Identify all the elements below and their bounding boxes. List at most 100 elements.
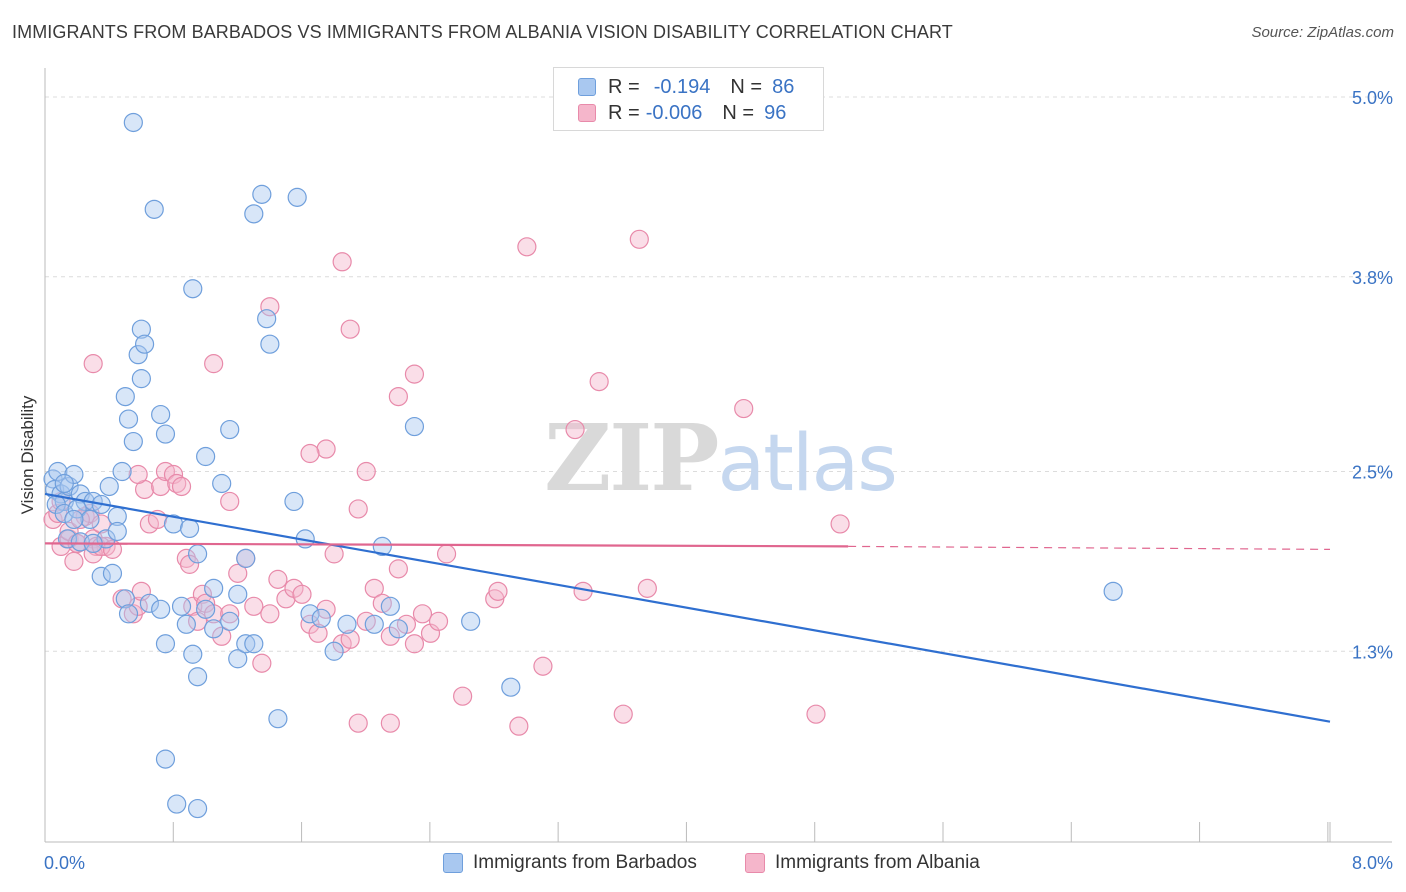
- albania-point: [51, 536, 71, 557]
- albania-point: [176, 548, 196, 568]
- albania-point: [453, 686, 473, 706]
- albania-point: [260, 604, 280, 624]
- albania-point: [252, 653, 272, 673]
- chart-title: IMMIGRANTS FROM BARBADOS VS IMMIGRANTS F…: [12, 22, 953, 42]
- barbados-point: [167, 794, 187, 814]
- albania-point: [340, 629, 360, 649]
- albania-point: [380, 626, 400, 646]
- albania-point: [340, 319, 360, 339]
- barbados-point: [155, 749, 176, 769]
- barbados-point: [380, 596, 400, 616]
- trend-lines: [44, 492, 1331, 723]
- barbados-point: [364, 614, 384, 634]
- albania-point: [316, 439, 336, 459]
- albania-point: [436, 544, 457, 564]
- albania-point: [404, 634, 425, 654]
- barbados-point: [64, 509, 84, 530]
- grid-lines: [45, 96, 1392, 652]
- barbados-point: [236, 634, 256, 654]
- barbados-point: [102, 563, 123, 583]
- albania-point: [91, 514, 111, 534]
- albania-point: [404, 364, 425, 384]
- r-value-barbados: -0.194: [653, 75, 711, 98]
- albania-point: [488, 581, 508, 601]
- x-tick-label: 0.0%: [44, 853, 85, 873]
- albania-legend-swatch: [745, 853, 765, 873]
- albania-point: [509, 716, 529, 736]
- barbados-legend-swatch: [443, 853, 463, 873]
- y-tick-label: 5.0%: [1352, 88, 1393, 108]
- axes: [44, 68, 1392, 843]
- barbados-point: [131, 319, 151, 339]
- albania-points: [43, 229, 850, 736]
- barbados-point: [324, 641, 344, 661]
- albania-trend-line: [44, 542, 849, 548]
- barbados-point: [80, 509, 100, 530]
- barbados-point: [151, 404, 171, 425]
- n-label: N =: [722, 101, 755, 124]
- albania-point: [196, 593, 216, 613]
- barbados-point: [212, 473, 232, 494]
- albania-point: [830, 514, 850, 534]
- albania-point: [276, 589, 296, 609]
- albania-point: [83, 544, 103, 564]
- albania-point: [244, 596, 264, 616]
- albania-trend-extension: [848, 545, 1331, 550]
- barbados-point: [220, 419, 240, 440]
- barbados-point: [183, 644, 203, 664]
- n-value-albania: 96: [764, 101, 787, 124]
- barbados-point: [99, 476, 119, 497]
- barbados-point: [91, 566, 111, 586]
- y-tick-label: 2.5%: [1352, 463, 1393, 483]
- albania-point: [220, 491, 240, 512]
- albania-point: [356, 461, 376, 482]
- barbados-point: [118, 604, 139, 624]
- barbados-point: [155, 424, 176, 444]
- albania-point: [316, 599, 336, 619]
- albania-point: [332, 252, 352, 272]
- barbados-point: [128, 345, 148, 365]
- albania-point: [292, 584, 312, 604]
- albania-point: [83, 354, 103, 374]
- albania-point: [300, 443, 320, 464]
- barbados-point: [115, 387, 135, 407]
- legend-row-barbados: R = -0.194 N = 86: [578, 74, 794, 100]
- barbados-point: [134, 334, 155, 354]
- barbados-point: [244, 204, 264, 224]
- barbados-point: [196, 446, 216, 467]
- barbados-point: [155, 634, 176, 654]
- barbados-point: [257, 309, 277, 329]
- barbados-point: [220, 611, 240, 631]
- y-tick-label: 1.3%: [1352, 642, 1393, 662]
- albania-point: [324, 544, 344, 564]
- albania-point: [64, 551, 84, 571]
- barbados-point: [144, 199, 164, 219]
- barbados-point: [228, 584, 248, 604]
- albania-point: [102, 539, 123, 559]
- x-tick-label: 8.0%: [1352, 853, 1393, 873]
- barbados-point: [204, 578, 224, 598]
- albania-point: [171, 476, 192, 497]
- albania-point: [388, 559, 408, 579]
- albania-point: [517, 237, 537, 257]
- albania-point: [734, 398, 754, 419]
- barbados-point: [54, 503, 74, 524]
- barbados-point: [115, 589, 135, 609]
- barbados-point: [268, 709, 288, 729]
- barbados-point: [337, 614, 357, 634]
- albania-point: [412, 604, 433, 624]
- legend-item-albania[interactable]: Immigrants from Albania: [745, 852, 980, 874]
- barbados-trend-line: [44, 492, 1331, 723]
- albania-point: [151, 476, 171, 497]
- barbados-point: [252, 184, 272, 204]
- barbados-point: [1103, 581, 1123, 601]
- watermark: ZIPatlas: [544, 404, 896, 512]
- barbados-swatch: [578, 78, 596, 96]
- legend-item-barbados[interactable]: Immigrants from Barbados: [443, 852, 697, 874]
- barbados-point: [179, 518, 200, 539]
- albania-point: [220, 604, 240, 624]
- albania-point: [308, 623, 328, 643]
- barbados-point: [284, 491, 304, 512]
- tick-labels: 1.3% 2.5% 3.8% 5.0% 0.0% 8.0%: [44, 88, 1393, 873]
